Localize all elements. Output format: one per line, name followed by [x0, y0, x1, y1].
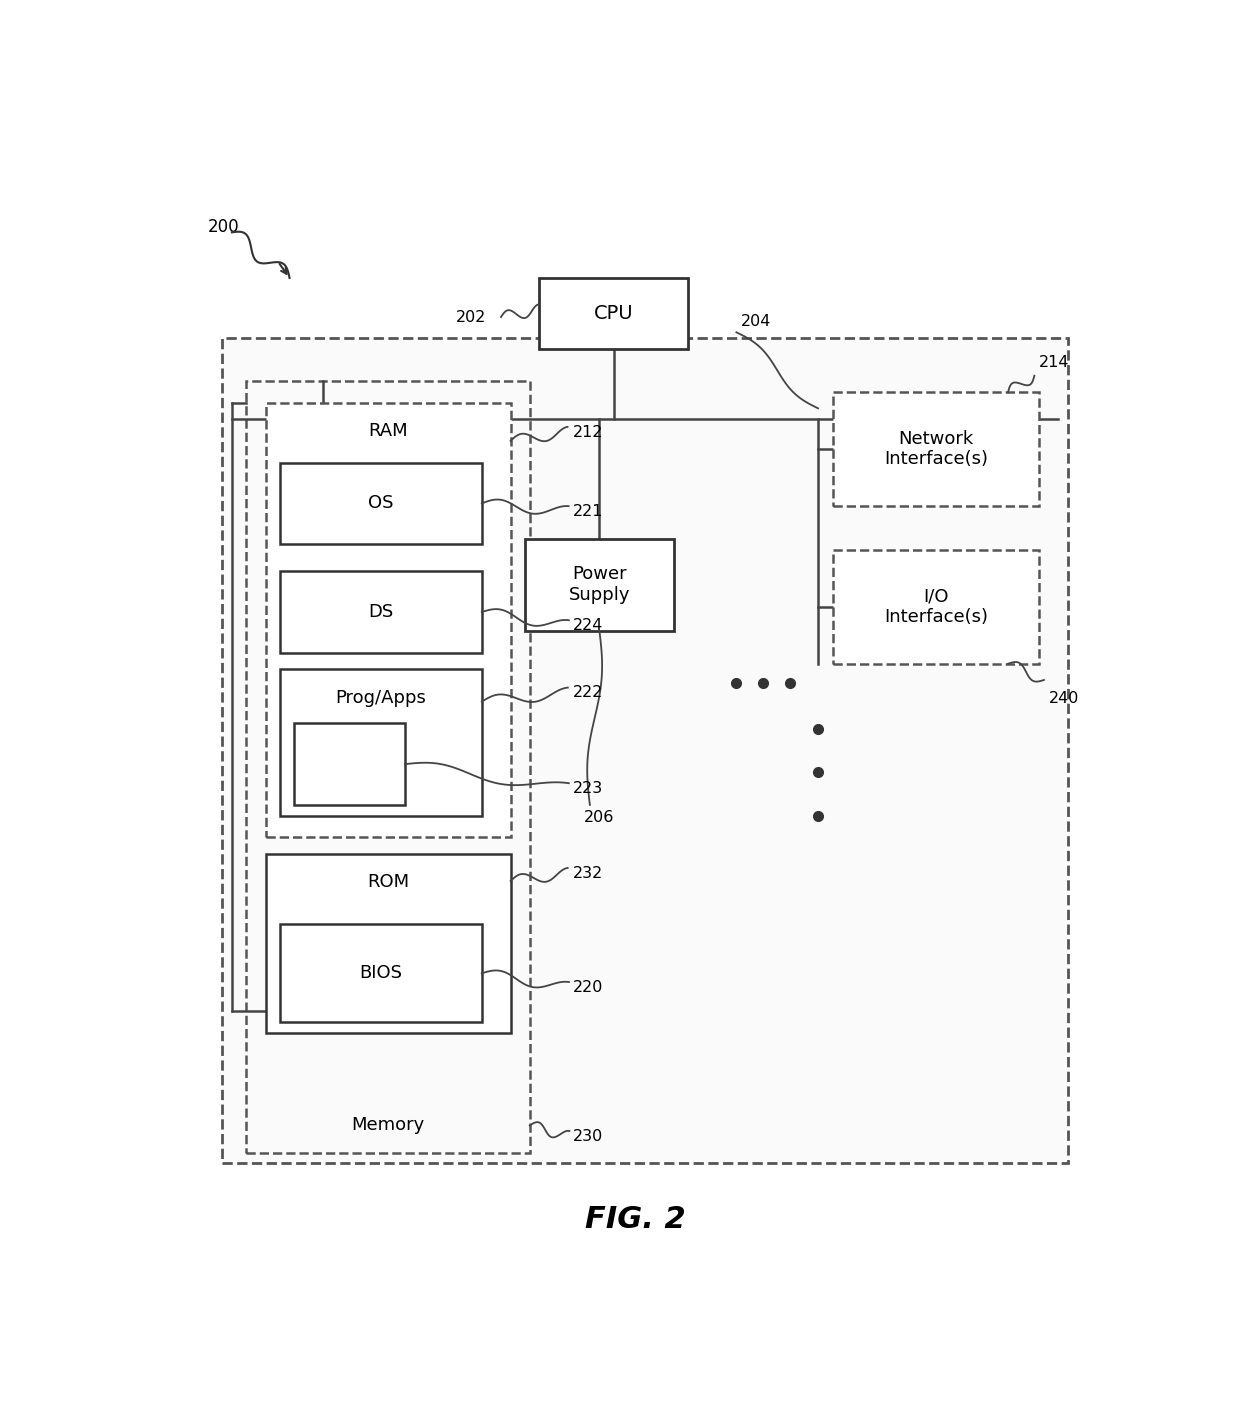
Text: BIOS: BIOS: [360, 964, 402, 982]
Text: CPU: CPU: [594, 303, 634, 323]
Text: 220: 220: [573, 979, 604, 995]
Text: Network
Interface(s): Network Interface(s): [884, 430, 988, 468]
Bar: [280, 669, 481, 816]
Text: 200: 200: [208, 219, 239, 236]
Text: Prog/Apps: Prog/Apps: [335, 689, 427, 707]
Text: 204: 204: [742, 315, 771, 329]
Text: 222: 222: [573, 686, 604, 700]
Bar: [265, 404, 511, 838]
Text: RAM: RAM: [368, 422, 408, 440]
Text: Memory: Memory: [351, 1116, 424, 1134]
Text: 214: 214: [1039, 356, 1070, 370]
Bar: [539, 278, 688, 349]
Bar: [265, 854, 511, 1033]
Bar: [525, 539, 675, 631]
Bar: [832, 549, 1039, 663]
Text: 224: 224: [573, 618, 604, 634]
Text: 232: 232: [573, 866, 604, 880]
Bar: [280, 924, 481, 1022]
Text: 221: 221: [573, 504, 604, 519]
Text: OS: OS: [368, 494, 393, 512]
Text: 212: 212: [573, 425, 604, 440]
Text: 202: 202: [456, 309, 486, 325]
Text: ROM: ROM: [367, 873, 409, 892]
Bar: [832, 392, 1039, 507]
Bar: [247, 381, 529, 1153]
Text: 206: 206: [584, 810, 615, 825]
Text: Power
Supply: Power Supply: [569, 566, 630, 604]
Text: 240: 240: [1049, 691, 1079, 706]
Text: I/O
Interface(s): I/O Interface(s): [884, 587, 988, 626]
Text: 230: 230: [573, 1129, 604, 1144]
Bar: [222, 337, 1068, 1164]
Bar: [294, 724, 404, 804]
Bar: [280, 571, 481, 653]
Text: FIG. 2: FIG. 2: [585, 1205, 686, 1235]
Bar: [280, 463, 481, 545]
Text: DS: DS: [368, 602, 393, 621]
Text: 223: 223: [573, 782, 604, 796]
